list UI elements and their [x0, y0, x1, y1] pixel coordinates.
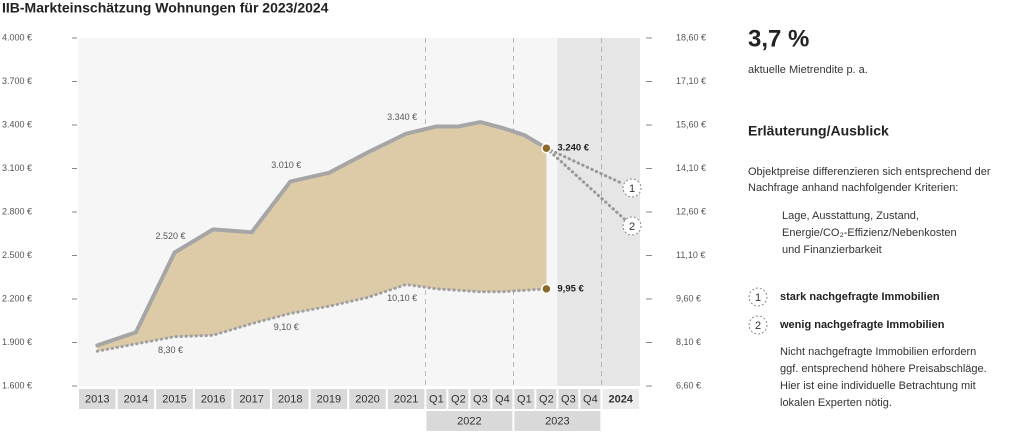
y2-tick-label: 9,60 €	[676, 293, 701, 303]
y-tick-label: 1.600 €	[2, 380, 32, 390]
category-box	[492, 389, 513, 409]
x-tick-label: Q4	[495, 393, 510, 405]
forecast-line	[544, 146, 625, 186]
x-tick-label: Q4	[583, 393, 598, 405]
category-box	[536, 389, 557, 409]
group-label: 2023	[545, 415, 569, 427]
x-tick-label: Q1	[517, 393, 532, 405]
x-tick-label: 2017	[239, 393, 263, 405]
legend-badge	[748, 315, 768, 335]
note-line: lokalen Experten nötig.	[780, 397, 892, 409]
x-tick-label: Q1	[429, 393, 444, 405]
forecast-badge-label: 1	[629, 183, 635, 195]
x-tick-label: 2024	[608, 393, 633, 405]
y2-tick-label: 11,10 €	[676, 250, 705, 260]
forecast-shade	[557, 38, 640, 386]
note-line: Hier ist eine individuelle Betrachtung m…	[780, 380, 976, 392]
x-tick-label: 2020	[355, 393, 379, 405]
x-tick-label: 2014	[124, 393, 148, 405]
y2-tick-label: 15,60 €	[676, 119, 706, 129]
legend-badge-label: 2	[755, 320, 761, 332]
category-box	[448, 389, 469, 409]
series-line	[95, 120, 549, 348]
x-tick-label: 2019	[317, 393, 341, 405]
x-tick-label: 2016	[201, 393, 225, 405]
category-box	[387, 389, 425, 409]
legend-badge-label: 1	[755, 292, 761, 304]
y2-tick-label: 12,60 €	[676, 206, 706, 216]
category-box	[514, 389, 535, 409]
group-label: 2022	[457, 415, 481, 427]
forecast-badge	[622, 178, 642, 198]
y-tick-label: 2.500 €	[2, 250, 32, 260]
value-label: 3.240 €	[557, 143, 589, 154]
value-label: 3.010 €	[271, 160, 301, 170]
group-box	[514, 411, 601, 431]
y-tick-label: 3.700 €	[2, 76, 32, 86]
y2-tick-label: 14,10 €	[676, 163, 706, 173]
category-box	[79, 389, 116, 409]
kpi-label: aktuelle Mietrendite p. a.	[748, 64, 868, 76]
value-label: 8,30 €	[158, 345, 183, 355]
forecast-badge	[622, 216, 642, 236]
note-line: ggf. entsprechend höhere Preisabschläge.	[780, 363, 987, 375]
x-tick-label: 2013	[85, 393, 109, 405]
category-box	[117, 389, 155, 409]
y2-tick-label: 18,60 €	[676, 32, 706, 42]
legend-label: wenig nachgefragte Immobilien	[779, 319, 945, 331]
category-box	[602, 389, 639, 409]
x-tick-label: Q2	[451, 393, 466, 405]
end-marker	[541, 283, 552, 295]
category-box	[156, 389, 193, 409]
y-tick-label: 2.800 €	[2, 206, 32, 216]
series-line	[95, 283, 548, 353]
x-tick-label: 2021	[394, 393, 418, 405]
intro-line: Nachfrage anhand nachfolgender Kriterien…	[748, 182, 958, 194]
forecast-badge-label: 2	[629, 221, 635, 233]
value-label: 9,95 €	[557, 283, 584, 294]
value-label: 9,10 €	[274, 322, 299, 332]
y2-tick-label: 8,10 €	[676, 337, 701, 347]
y-tick-label: 4.000 €	[2, 32, 32, 42]
category-box	[426, 389, 447, 409]
category-box	[558, 389, 579, 409]
end-marker	[541, 142, 552, 154]
criteria-line: Energie/CO₂-Effizienz/Nebenkosten	[782, 227, 957, 239]
panel-heading: Erläuterung/Ausblick	[748, 123, 889, 139]
x-tick-label: Q2	[539, 393, 554, 405]
criteria-line: Lage, Ausstattung, Zustand,	[782, 210, 919, 222]
chart-title: IIB-Markteinschätzung Wohnungen für 2023…	[2, 0, 329, 16]
x-tick-label: 2015	[162, 393, 186, 405]
x-tick-label: Q3	[561, 393, 576, 405]
y-tick-label: 3.100 €	[2, 163, 32, 173]
intro-line: Objektpreise differenzieren sich entspre…	[748, 166, 991, 178]
category-box	[233, 389, 270, 409]
x-tick-label: Q3	[473, 393, 488, 405]
legend-label: stark nachgefragte Immobilien	[780, 291, 940, 303]
area-fill	[97, 122, 547, 352]
category-box	[194, 389, 232, 409]
x-tick-label: 2018	[278, 393, 302, 405]
value-label: 3.340 €	[387, 112, 417, 122]
kpi-value: 3,7 %	[748, 25, 809, 52]
category-box	[310, 389, 348, 409]
category-box	[271, 389, 309, 409]
value-label: 10,10 €	[387, 293, 417, 303]
y-tick-label: 3.400 €	[2, 119, 32, 129]
y2-tick-label: 6,60 €	[676, 380, 701, 390]
note-line: Nicht nachgefragte Immobilien erfordern	[780, 346, 976, 358]
category-box	[580, 389, 601, 409]
y-tick-label: 2.200 €	[2, 293, 32, 303]
y-tick-label: 1.900 €	[2, 337, 32, 347]
value-label: 2.520 €	[155, 231, 185, 241]
category-box	[349, 389, 386, 409]
y2-tick-label: 17,10 €	[676, 76, 706, 86]
category-box	[470, 389, 491, 409]
legend-badge	[748, 287, 768, 307]
criteria-line: und Finanzierbarkeit	[782, 244, 882, 256]
group-box	[426, 411, 513, 431]
